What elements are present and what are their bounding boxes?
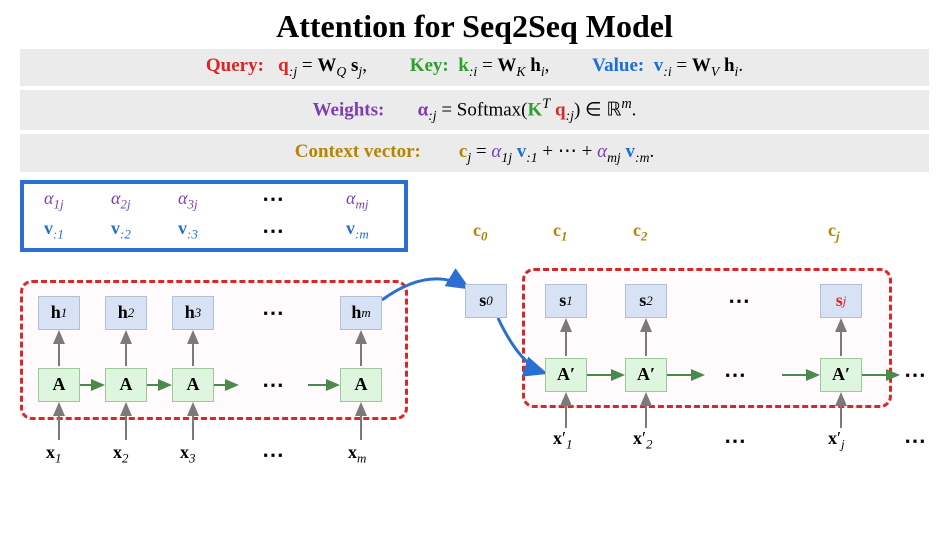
encoder-cell-a: A bbox=[38, 368, 80, 402]
alpha-weight: αmj bbox=[346, 188, 368, 213]
dots: ⋯ bbox=[728, 288, 750, 314]
dots: ⋯ bbox=[262, 186, 284, 212]
decoder-input-x: x′2 bbox=[633, 428, 652, 453]
encoder-state-h: h3 bbox=[172, 296, 214, 330]
encoder-input-x: x3 bbox=[180, 442, 195, 467]
decoder-state-s: s1 bbox=[545, 284, 587, 318]
dots: ⋯ bbox=[904, 362, 926, 388]
encoder-state-h: h1 bbox=[38, 296, 80, 330]
weights-label: Weights: bbox=[313, 99, 385, 120]
encoder-state-h: h2 bbox=[105, 296, 147, 330]
query-label: Query: bbox=[206, 55, 264, 76]
encoder-input-x: x1 bbox=[46, 442, 61, 467]
dots: ⋯ bbox=[724, 362, 746, 388]
dots: ⋯ bbox=[904, 428, 926, 454]
context-vector-c: cj bbox=[828, 220, 840, 245]
equation-row-qkv: Query: q:j = WQ sj, Key: k:i = WK hi, Va… bbox=[20, 49, 929, 86]
encoder-cell-a: A bbox=[172, 368, 214, 402]
decoder-state-s: s0 bbox=[465, 284, 507, 318]
diagram-area: α1jα2jα3j⋯αmjv:1v:2v:3⋯v:mh1h2h3⋯hmAAA⋯A… bbox=[20, 180, 929, 500]
alpha-weight: α3j bbox=[178, 188, 198, 213]
alpha-weight: α1j bbox=[44, 188, 64, 213]
value-vector: v:1 bbox=[44, 218, 64, 243]
value-vector: v:m bbox=[346, 218, 369, 243]
encoder-state-h: hm bbox=[340, 296, 382, 330]
decoder-input-x: x′1 bbox=[553, 428, 572, 453]
equation-row-context: Context vector: cj = α1j v:1 + ⋯ + αmj v… bbox=[20, 134, 929, 172]
encoder-input-x: xm bbox=[348, 442, 366, 467]
context-label: Context vector: bbox=[295, 141, 421, 162]
value-vector: v:2 bbox=[111, 218, 131, 243]
dots: ⋯ bbox=[262, 372, 284, 398]
value-label: Value: bbox=[592, 55, 644, 76]
key-label: Key: bbox=[410, 55, 449, 76]
decoder-state-s: s2 bbox=[625, 284, 667, 318]
dots: ⋯ bbox=[724, 428, 746, 454]
dots: ⋯ bbox=[262, 442, 284, 468]
decoder-cell-a: A′ bbox=[545, 358, 587, 392]
equation-row-weights: Weights: α:j = Softmax(KT q:j) ∈ ℝm. bbox=[20, 90, 929, 130]
context-vector-c: c0 bbox=[473, 220, 487, 245]
value-vector: v:3 bbox=[178, 218, 198, 243]
page-title: Attention for Seq2Seq Model bbox=[0, 0, 949, 45]
context-vector-c: c1 bbox=[553, 220, 567, 245]
encoder-input-x: x2 bbox=[113, 442, 128, 467]
decoder-cell-a: A′ bbox=[820, 358, 862, 392]
context-vector-c: c2 bbox=[633, 220, 647, 245]
dots: ⋯ bbox=[262, 300, 284, 326]
encoder-cell-a: A bbox=[105, 368, 147, 402]
decoder-cell-a: A′ bbox=[625, 358, 667, 392]
decoder-state-s: sj bbox=[820, 284, 862, 318]
decoder-input-x: x′j bbox=[828, 428, 845, 453]
encoder-cell-a: A bbox=[340, 368, 382, 402]
dots: ⋯ bbox=[262, 218, 284, 244]
alpha-weight: α2j bbox=[111, 188, 131, 213]
